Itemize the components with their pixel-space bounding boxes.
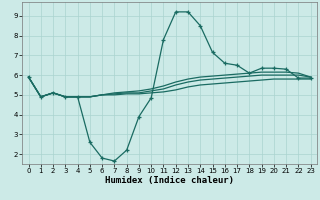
X-axis label: Humidex (Indice chaleur): Humidex (Indice chaleur) bbox=[105, 176, 234, 185]
